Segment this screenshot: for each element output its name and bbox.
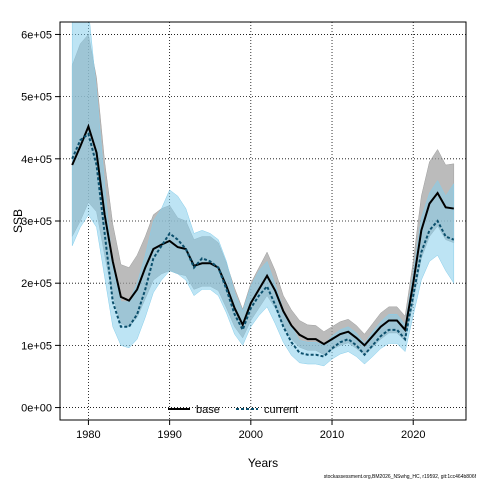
legend-label-base: base bbox=[196, 404, 220, 416]
y-tick-label: 0e+00 bbox=[21, 403, 52, 415]
line-base bbox=[71, 123, 454, 347]
y-tick-label: 5e+05 bbox=[21, 92, 52, 104]
series-lines bbox=[71, 123, 455, 358]
legend: base current bbox=[168, 404, 298, 416]
y-tick-label: 1e+05 bbox=[21, 340, 52, 352]
x-axis-title: Years bbox=[248, 456, 278, 470]
x-tick-label: 2020 bbox=[401, 429, 425, 441]
x-tick-label: 2000 bbox=[239, 429, 263, 441]
confidence-bands bbox=[71, 22, 455, 367]
x-tick-label: 1990 bbox=[157, 429, 181, 441]
band-current bbox=[71, 22, 455, 367]
y-tick-label: 2e+05 bbox=[21, 278, 52, 290]
y-tick-label: 3e+05 bbox=[21, 216, 52, 228]
x-tick-label: 1980 bbox=[76, 429, 100, 441]
y-axis: 0e+00 1e+05 2e+05 3e+05 4e+05 5e+05 6e+05 bbox=[21, 29, 60, 415]
y-axis-title: SSB bbox=[11, 209, 25, 233]
line-current bbox=[71, 132, 455, 358]
x-axis: 1980 1990 2000 2010 2020 bbox=[76, 420, 425, 441]
y-tick-label: 6e+05 bbox=[21, 29, 52, 41]
footer-text: stockassessment.org,BM2026_NSwhg_HC, r19… bbox=[324, 474, 477, 480]
x-tick-label: 2010 bbox=[320, 429, 344, 441]
legend-label-current: current bbox=[264, 404, 298, 416]
y-tick-label: 4e+05 bbox=[21, 154, 52, 166]
